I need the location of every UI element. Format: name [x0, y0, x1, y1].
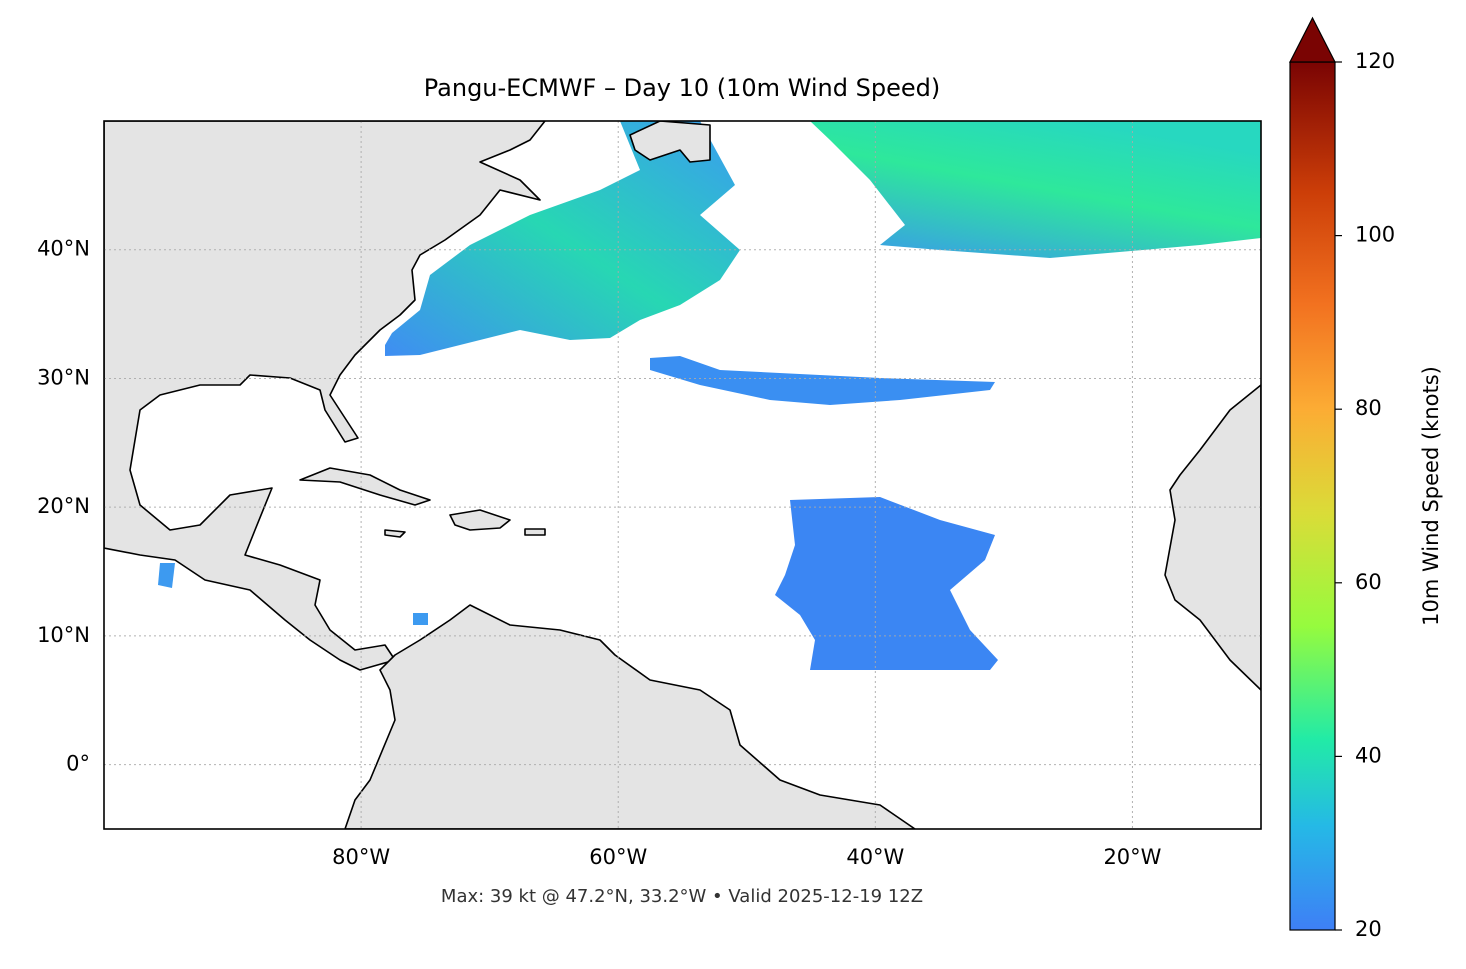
colorbar-tick-label: 40 — [1355, 743, 1382, 767]
x-tick-label: 20°W — [1103, 845, 1161, 869]
y-tick-label: 40°N — [37, 237, 90, 261]
axes: 80°W 60°W 40°W 20°W 0° 10°N 20°N 30°N 40°N — [37, 237, 1162, 869]
map-frame — [103, 120, 1262, 830]
colorbar: 20 40 60 80 100 120 — [1289, 16, 1395, 941]
y-tick-label: 0° — [66, 752, 90, 776]
colorbar-tick-label: 80 — [1355, 396, 1382, 420]
land — [104, 121, 1261, 829]
x-tick-label: 80°W — [332, 845, 390, 869]
map — [104, 121, 1261, 829]
colorbar-tick-label: 20 — [1355, 917, 1382, 941]
y-tick-label: 30°N — [37, 365, 90, 389]
grid — [104, 121, 1261, 829]
y-tick-label: 20°N — [37, 494, 90, 518]
chart-title: Pangu-ECMWF – Day 10 (10m Wind Speed) — [424, 74, 940, 102]
colorbar-ramp — [1289, 61, 1336, 931]
colorbar-tick-label: 120 — [1355, 49, 1395, 73]
x-tick-label: 40°W — [846, 845, 904, 869]
colorbar-tick-label: 60 — [1355, 570, 1382, 594]
colorbar-label: 10m Wind Speed (knots) — [1419, 366, 1443, 626]
colorbar-extend — [1289, 16, 1336, 63]
y-tick-label: 10°N — [37, 623, 90, 647]
x-tick-label: 60°W — [589, 845, 647, 869]
annotation: Max: 39 kt @ 47.2°N, 33.2°W • Valid 2025… — [441, 886, 923, 907]
colorbar-tick-label: 100 — [1355, 223, 1395, 247]
